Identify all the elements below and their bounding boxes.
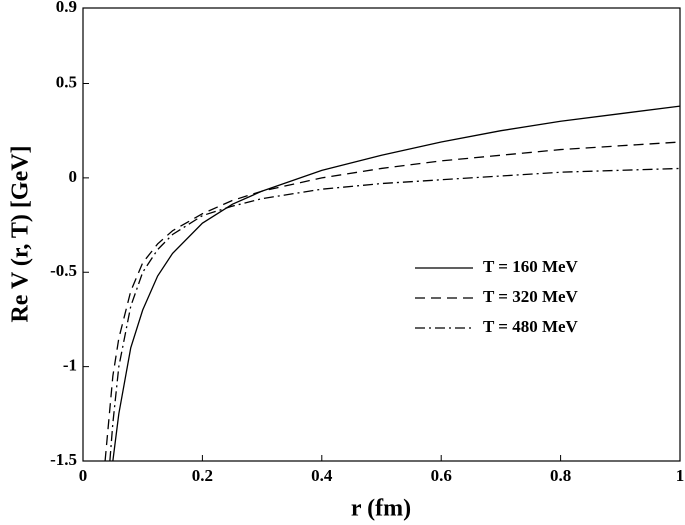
x-tick-label: 0.2 bbox=[192, 466, 213, 485]
data-line bbox=[104, 141, 681, 462]
x-tick-label: 1 bbox=[676, 466, 685, 485]
x-tick-label: 0 bbox=[79, 466, 88, 485]
y-tick-label: -1.5 bbox=[50, 450, 77, 469]
x-tick-label: 0.6 bbox=[431, 466, 452, 485]
data-line bbox=[112, 105, 681, 462]
y-tick-label: -0.5 bbox=[50, 261, 77, 280]
y-axis-label: Re V (r, T) [GeV] bbox=[8, 145, 34, 322]
y-tick-label: 0 bbox=[69, 167, 78, 186]
y-tick-label: 0.9 bbox=[56, 0, 77, 16]
data-line bbox=[109, 167, 681, 462]
y-tick-label: 0.5 bbox=[56, 72, 77, 91]
legend-label: T = 320 MeV bbox=[483, 287, 579, 306]
y-tick-label: -1 bbox=[63, 356, 77, 375]
legend-label: T = 160 MeV bbox=[483, 257, 579, 276]
x-axis-label: r (fm) bbox=[351, 496, 411, 522]
plot-frame bbox=[82, 7, 681, 462]
legend-label: T = 480 MeV bbox=[483, 317, 579, 336]
x-tick-label: 0.8 bbox=[550, 466, 571, 485]
x-tick-label: 0.4 bbox=[311, 466, 333, 485]
